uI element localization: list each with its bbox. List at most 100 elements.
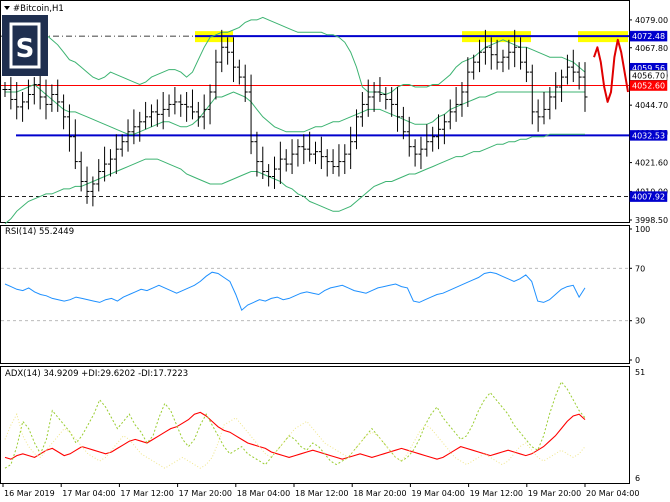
time-tick-label: 19 Mar 12:00 bbox=[470, 489, 523, 498]
price-bar bbox=[371, 82, 377, 112]
price-bar bbox=[271, 156, 277, 189]
price-bar bbox=[266, 164, 272, 187]
price-bar bbox=[453, 87, 459, 122]
price-bar bbox=[37, 72, 43, 110]
price-tag-box bbox=[629, 191, 668, 202]
time-tick-label: 20 Mar 04:00 bbox=[586, 489, 639, 498]
price-bar bbox=[518, 37, 524, 70]
price-bar bbox=[424, 124, 430, 157]
price-bar bbox=[465, 57, 471, 107]
price-bar bbox=[189, 89, 195, 120]
adx-series-di bbox=[4, 380, 586, 469]
price-bar bbox=[125, 119, 131, 152]
symbol-label: #Bitcoin,H1 bbox=[13, 4, 64, 14]
price-bar bbox=[412, 139, 418, 167]
price-bar bbox=[342, 144, 348, 175]
adx-series-di bbox=[4, 412, 586, 469]
price-bar bbox=[289, 139, 295, 175]
price-bar bbox=[31, 77, 37, 105]
time-tick-label: 17 Mar 04:00 bbox=[62, 489, 115, 498]
price-bar bbox=[436, 114, 442, 150]
price-bar bbox=[570, 49, 576, 83]
price-tick-label: 3998.50 bbox=[635, 216, 668, 225]
price-bar bbox=[66, 104, 72, 152]
price-bar bbox=[430, 126, 436, 152]
price-bar bbox=[313, 141, 319, 165]
price-bar bbox=[160, 91, 166, 130]
adx-tick-label: 6 bbox=[635, 474, 640, 483]
price-bar bbox=[154, 99, 160, 127]
adx-series-adx bbox=[4, 411, 586, 460]
price-tag-label: 4007.92 bbox=[632, 193, 665, 202]
price-bar bbox=[441, 114, 447, 145]
price-bar bbox=[148, 104, 154, 127]
price-bar bbox=[582, 62, 588, 112]
bollinger-upper-band bbox=[4, 16, 586, 96]
price-bar bbox=[377, 77, 383, 102]
price-bar bbox=[535, 99, 541, 132]
bollinger-middle-band bbox=[5, 83, 585, 135]
time-tick-label: 19 Mar 04:00 bbox=[411, 489, 464, 498]
price-bar bbox=[172, 87, 178, 115]
rsi-label: RSI(14) 55.2449 bbox=[5, 227, 74, 237]
price-bar bbox=[330, 149, 336, 175]
price-tick-label: 4067.80 bbox=[635, 44, 668, 53]
price-bar bbox=[553, 72, 559, 110]
price-bar bbox=[395, 87, 401, 132]
price-bar bbox=[55, 79, 61, 112]
rsi-tick-label: 100 bbox=[635, 225, 650, 234]
chevron-down-icon[interactable] bbox=[4, 6, 10, 10]
price-bar bbox=[576, 62, 582, 90]
price-bar bbox=[482, 29, 488, 65]
price-bar bbox=[184, 91, 190, 122]
price-tag-box bbox=[629, 80, 668, 91]
price-tick-label: 4044.70 bbox=[635, 101, 668, 110]
time-tick-label: 18 Mar 12:00 bbox=[295, 489, 348, 498]
price-bar bbox=[477, 39, 483, 73]
price-bar bbox=[166, 94, 172, 117]
price-bar bbox=[295, 139, 301, 167]
time-tick-label: 16 Mar 2019 bbox=[4, 489, 55, 498]
price-bar bbox=[471, 54, 477, 80]
price-bar bbox=[248, 74, 254, 155]
price-bar bbox=[354, 109, 360, 150]
price-tag-box bbox=[629, 130, 668, 141]
price-bar bbox=[96, 159, 102, 192]
svg-text:S: S bbox=[16, 34, 35, 64]
price-bar bbox=[20, 91, 26, 122]
price-bar bbox=[219, 29, 225, 73]
price-bar bbox=[230, 37, 236, 83]
time-tick-label: 18 Mar 20:00 bbox=[353, 489, 406, 498]
price-bar bbox=[254, 131, 260, 177]
rsi-line bbox=[4, 271, 586, 312]
price-bar bbox=[225, 37, 231, 65]
price-bar bbox=[236, 59, 242, 85]
price-tag-label: 4032.53 bbox=[632, 131, 665, 140]
price-bar bbox=[90, 176, 96, 207]
adx-panel-frame bbox=[0, 366, 630, 484]
price-bar bbox=[307, 131, 313, 162]
price-bar bbox=[400, 106, 406, 140]
price-bar bbox=[494, 39, 500, 70]
price-bar bbox=[365, 79, 371, 117]
price-bar bbox=[242, 64, 248, 102]
price-tick-label: 4079.00 bbox=[635, 16, 668, 25]
bollinger-lower-band bbox=[4, 133, 585, 225]
price-bar bbox=[8, 77, 14, 110]
price-bar bbox=[107, 149, 113, 177]
price-bar bbox=[512, 29, 518, 68]
price-bar bbox=[336, 144, 342, 177]
price-bar bbox=[447, 99, 453, 130]
rsi-tick-label: 0 bbox=[635, 356, 640, 365]
time-tick-label: 17 Mar 12:00 bbox=[120, 489, 173, 498]
price-bar bbox=[2, 82, 8, 97]
price-bar bbox=[137, 111, 143, 142]
price-bar bbox=[547, 87, 553, 120]
rsi-tick-label: 70 bbox=[635, 264, 645, 273]
price-tag-label: 4052.60 bbox=[632, 82, 665, 91]
axis-labels: 4079.004067.804056.704044.704033.504021.… bbox=[2, 16, 668, 498]
price-bar bbox=[260, 146, 266, 179]
price-bar bbox=[207, 84, 213, 125]
rsi-panel-frame bbox=[0, 225, 630, 364]
